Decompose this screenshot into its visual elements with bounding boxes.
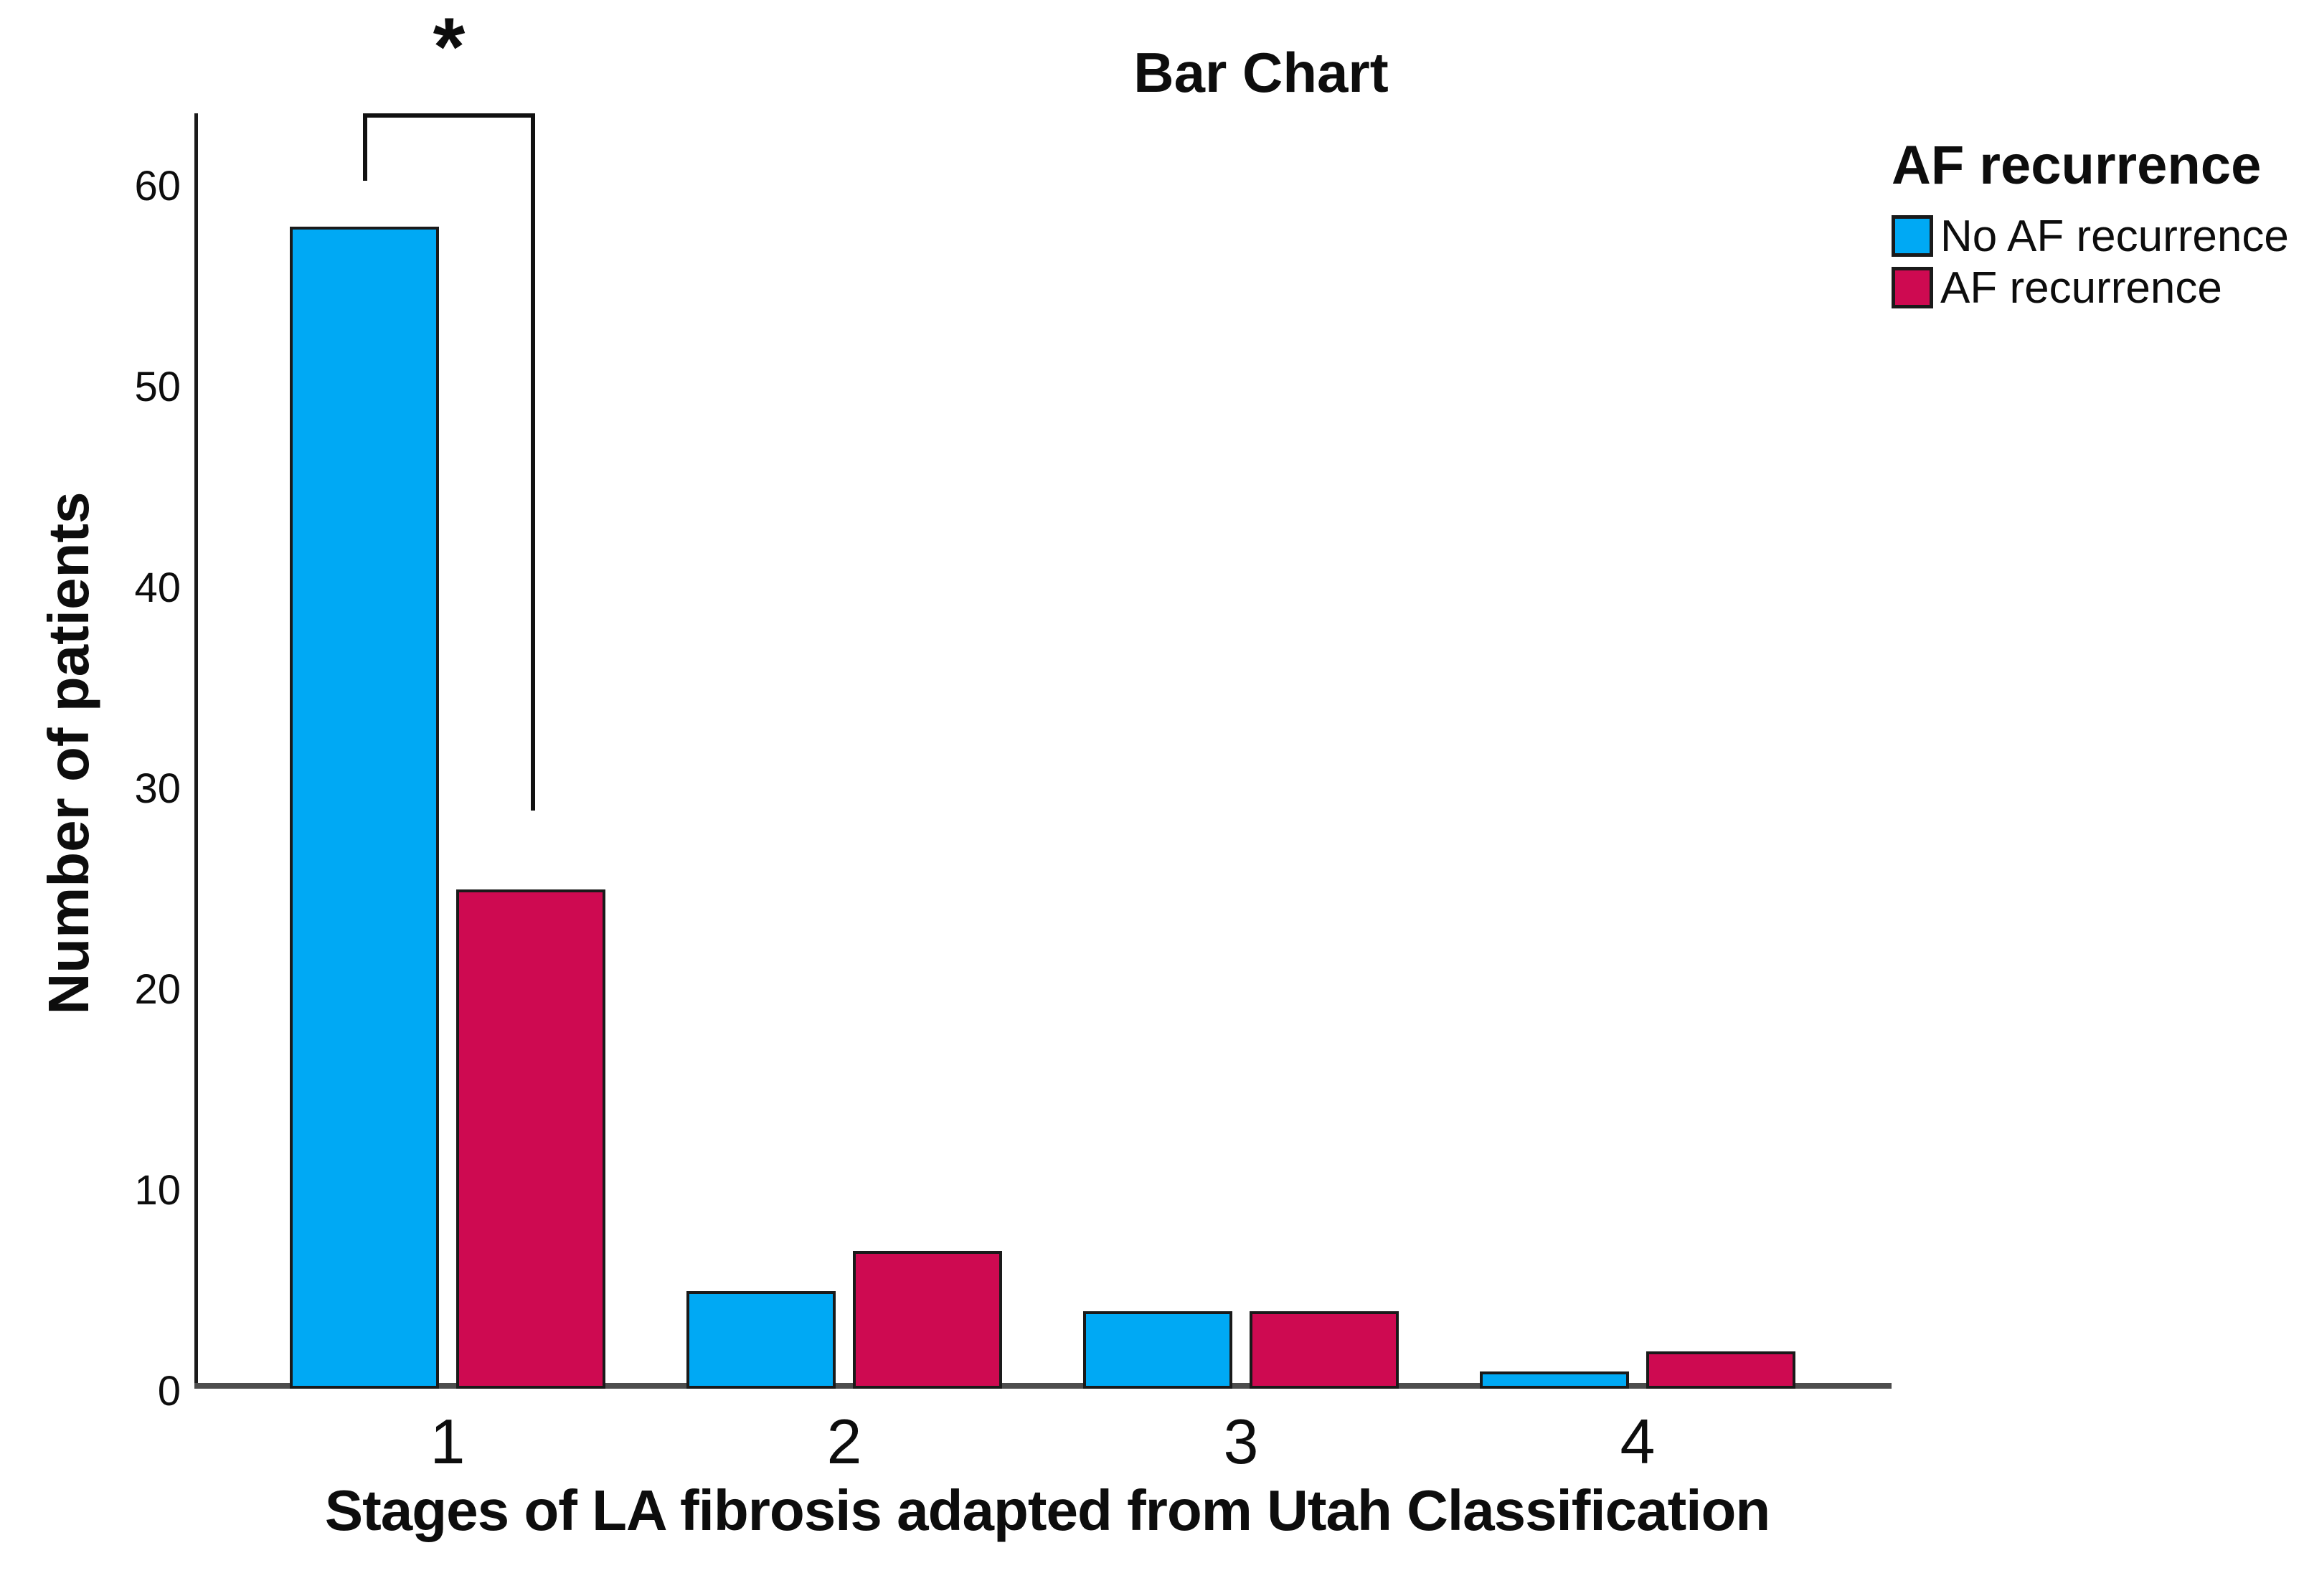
legend-item-label: AF recurrence <box>1940 263 2222 313</box>
bar-no-af-stage-3 <box>1083 1311 1232 1389</box>
significance-bracket-right-leg <box>531 113 535 811</box>
y-tick-label-50: 50 <box>134 364 181 410</box>
x-axis-line <box>194 1383 1892 1389</box>
bar-no-af-stage-4 <box>1480 1371 1629 1389</box>
legend-item-no-af-recurrence: No AF recurrence <box>1892 212 2304 261</box>
x-axis-title: Stages of LA fibrosis adapted from Utah … <box>324 1478 1770 1542</box>
bar-no-af-stage-1 <box>290 227 439 1389</box>
significance-asterisk: * <box>433 1 466 93</box>
significance-bracket-top <box>363 113 535 118</box>
bar-no-af-stage-2 <box>686 1291 836 1389</box>
bar-af-stage-2 <box>853 1251 1002 1389</box>
legend-item-label: No AF recurrence <box>1940 211 2289 261</box>
y-tick-label-0: 0 <box>157 1368 181 1415</box>
chart-title: Bar Chart <box>1133 41 1389 104</box>
bar-af-stage-4 <box>1646 1351 1795 1389</box>
y-tick-label-20: 20 <box>134 966 181 1013</box>
legend-title: AF recurrence <box>1892 135 2262 196</box>
x-category-label-3: 3 <box>1223 1406 1259 1477</box>
legend: AF recurrence No AF recurrence AF recurre… <box>1892 135 2304 318</box>
y-tick-label-60: 60 <box>134 163 181 209</box>
legend-swatch-icon <box>1892 267 1933 308</box>
y-tick-label-30: 30 <box>134 765 181 812</box>
legend-item-af-recurrence: AF recurrence <box>1892 263 2304 313</box>
x-category-label-1: 1 <box>430 1406 466 1477</box>
legend-swatch-icon <box>1892 215 1933 257</box>
significance-bracket-left-leg <box>363 113 367 181</box>
x-category-label-4: 4 <box>1620 1406 1656 1477</box>
y-tick-label-10: 10 <box>134 1167 181 1214</box>
bar-af-stage-3 <box>1250 1311 1399 1389</box>
y-tick-label-40: 40 <box>134 565 181 611</box>
legend-items: No AF recurrence AF recurrence <box>1892 212 2304 313</box>
x-category-label-2: 2 <box>826 1406 862 1477</box>
bar-af-stage-1 <box>456 889 605 1389</box>
y-axis-line <box>194 113 198 1389</box>
